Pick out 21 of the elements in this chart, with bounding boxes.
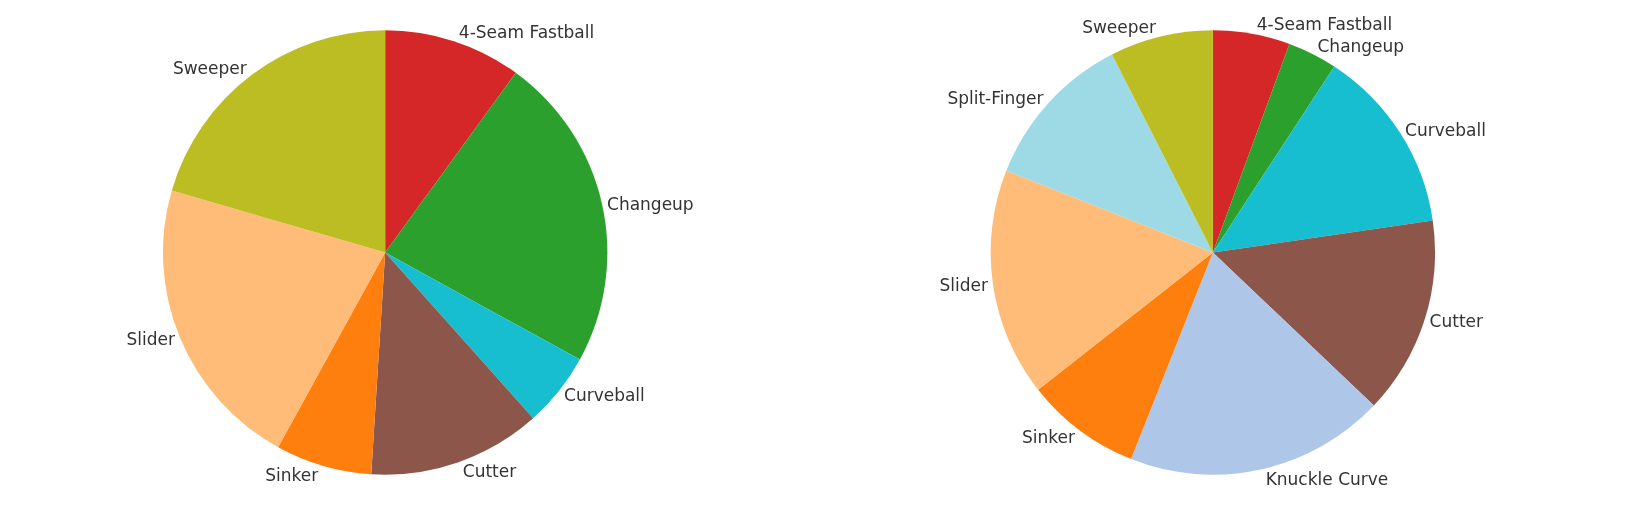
slice-label: Cutter bbox=[462, 461, 517, 482]
slice-label: Curveball bbox=[1405, 119, 1486, 140]
slice-label: Changeup bbox=[1317, 35, 1405, 56]
slice-label: Slider bbox=[126, 329, 175, 349]
slice-label: Split-Finger bbox=[947, 88, 1044, 109]
slice-label: Sinker bbox=[1022, 427, 1076, 448]
pie-slice bbox=[1212, 30, 1290, 253]
slice-label: 4-Seam Fastball bbox=[458, 22, 595, 43]
slice-label: Knuckle Curve bbox=[1265, 469, 1389, 490]
pie-slice bbox=[371, 252, 534, 475]
slice-label: Sweeper bbox=[1082, 16, 1156, 37]
slice-label: Curveball bbox=[564, 384, 645, 405]
pie-slice bbox=[990, 170, 1213, 390]
slice-label: Slider bbox=[939, 274, 988, 295]
slice-label: Changeup bbox=[607, 193, 694, 214]
slice-label: Cutter bbox=[1429, 310, 1484, 331]
slice-label: Sinker bbox=[265, 465, 319, 486]
pie-slice bbox=[171, 30, 386, 253]
slice-label: 4-Seam Fastball bbox=[1256, 14, 1393, 35]
pie-slice bbox=[385, 72, 608, 360]
slice-label: Sweeper bbox=[172, 58, 247, 79]
